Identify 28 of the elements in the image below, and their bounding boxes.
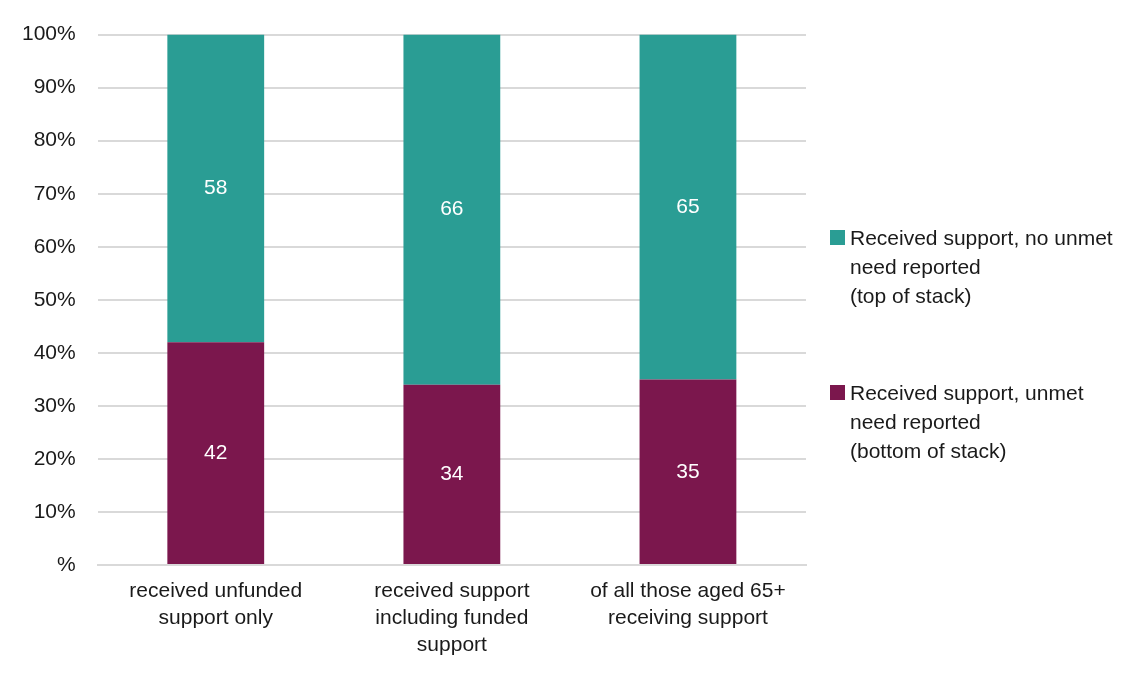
y-tick-label: 10% — [33, 498, 76, 522]
x-tick-label: of all those aged 65+ receiving support — [590, 577, 786, 628]
data-label: 42 — [204, 439, 228, 463]
legend-label: Received support, no unmet need reported (top of stack) — [850, 225, 1114, 309]
bar — [639, 34, 737, 380]
data-label: 66 — [440, 196, 464, 220]
y-tick-label: 30% — [33, 392, 76, 416]
bar — [167, 34, 265, 343]
bar — [167, 342, 265, 565]
y-tick-label: 100% — [21, 21, 76, 45]
y-tick-label: % — [57, 551, 76, 575]
data-label: 34 — [440, 461, 464, 485]
bar — [639, 379, 737, 565]
y-tick-label: 40% — [33, 339, 76, 363]
data-label: 58 — [204, 175, 228, 199]
y-tick-label: 80% — [33, 127, 76, 151]
x-tick-label: received support including funded support — [374, 577, 530, 656]
data-label: 65 — [676, 193, 700, 217]
bar — [403, 34, 501, 385]
x-tick-label: received unfunded support only — [129, 577, 303, 628]
y-tick-label: 90% — [33, 74, 76, 98]
data-label: 35 — [676, 458, 700, 482]
y-tick-label: 70% — [33, 180, 76, 204]
y-tick-label: 50% — [33, 286, 76, 310]
legend-label: Received support, unmet need reported (bottom of stack) — [850, 380, 1085, 464]
y-tick-label: 20% — [33, 445, 76, 469]
y-tick-label: 60% — [33, 233, 76, 257]
bar — [403, 384, 501, 565]
